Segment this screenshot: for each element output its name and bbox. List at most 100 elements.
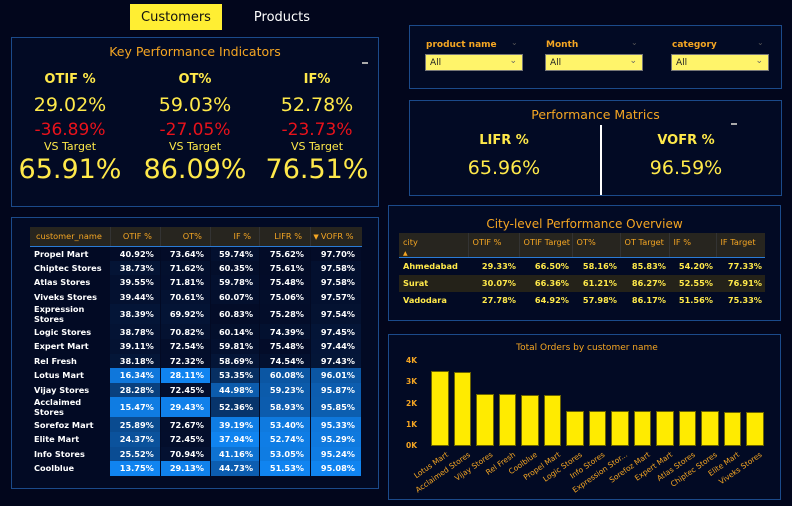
table-row[interactable]: Rel Fresh 38.18% 72.32% 58.69% 74.54% 97.43% [30,353,362,369]
minimize-icon[interactable] [362,62,368,64]
column-header-ot-target[interactable]: OT Target [620,233,670,258]
value-cell: 58.93% [259,397,312,418]
table-row[interactable]: Chiptec Stores 38.73% 71.62% 60.35% 75.61% 97… [30,260,362,276]
product-name-value: All [430,57,442,68]
tab-customers[interactable]: Customers [130,4,222,30]
value-cell: 69.92% [160,304,211,325]
column-header-otif[interactable]: OTIF % [468,233,520,258]
kpi-lifr: LIFR % 65.96% [444,133,564,179]
value-cell: 97.57% [310,289,362,305]
bar-rel-fresh[interactable] [498,394,517,446]
customer-name-cell: Info Stores [30,446,111,462]
column-header-otif[interactable]: OTIF % [110,227,161,247]
value-cell: 30.07% [468,274,519,292]
value-cell: 97.45% [310,324,362,339]
value-cell: 51.56% [678,295,713,305]
bar-propel-mart[interactable] [543,395,562,446]
value-cell: 41.16% [210,446,261,462]
value-cell: 72.45% [160,431,211,447]
column-header-customer-name[interactable]: customer_name [30,227,111,247]
column-header-vofr[interactable]: ▼ VOFR % [310,227,362,247]
chevron-down-icon[interactable]: ⌄ [631,38,638,47]
table-row[interactable]: Acclaimed Stores 15.47% 29.43% 52.36% 58.93%… [30,397,362,418]
column-header-lifr[interactable]: LIFR % [259,227,312,247]
value-cell: 25.52% [110,446,161,462]
table-row[interactable]: Elite Mart 24.37% 72.45% 37.94% 52.74% 95.29% [30,431,362,447]
kpi-label: VOFR % [657,133,715,148]
value-cell: 53.40% [259,417,312,432]
column-header-if-target[interactable]: IF Target [716,233,765,258]
table-row[interactable]: Viveks Stores 39.44% 70.61% 60.07% 75.06% 97.… [30,289,362,305]
value-cell: 60.08% [259,368,312,383]
performance-panel: Performance Matrics LIFR % 65.96% VOFR %… [409,100,782,196]
column-header-vofr-label: VOFR % [320,231,354,242]
column-header-ot[interactable]: OT% [160,227,211,247]
product-name-dropdown[interactable]: All ⌄ [425,54,523,71]
bar-expression-stor[interactable] [611,411,629,446]
kpi-value: 65.96% [467,157,541,179]
slicer-label-product-name: product name [426,40,497,50]
bar-coolblue[interactable] [521,394,539,446]
value-cell: 57.98% [582,295,617,305]
chevron-down-icon[interactable]: ⌄ [511,38,518,47]
table-row[interactable]: Expert Mart 39.11% 72.54% 59.81% 75.48% 97.44… [30,338,362,354]
value-cell: 85.83% [631,261,666,272]
value-cell: 75.61% [259,260,312,276]
column-header-city[interactable]: city ▲ [399,233,469,258]
bar-info-stores[interactable] [588,411,607,446]
value-cell: 59.78% [210,275,261,290]
value-cell: 75.28% [259,304,312,325]
value-cell: 77.33% [727,261,762,272]
value-cell: 61.21% [572,274,620,292]
table-row[interactable]: Expression Stores 38.39% 69.92% 60.83% 75.28… [30,304,362,325]
table-row[interactable]: Vijay Stores 28.28% 72.45% 44.98% 59.23% 95.8… [30,382,362,398]
bar-expert-mart[interactable] [656,411,674,446]
table-row[interactable]: Sorefoz Mart 25.89% 72.67% 39.19% 53.40% 95.3… [30,417,362,432]
value-cell: 97.58% [310,275,362,290]
table-row[interactable]: Propel Mart 40.92% 73.64% 59.74% 75.62% 97.70… [30,246,362,261]
table-row[interactable]: Lotus Mart 16.34% 28.11% 53.35% 60.08% 96.01% [30,368,362,383]
category-dropdown[interactable]: All ⌄ [671,54,769,71]
city-table-title: City-level Performance Overview [486,217,683,231]
column-header-otif-target[interactable]: OTIF Target [519,233,573,258]
value-cell: 66.50% [534,261,569,272]
value-cell: 96.01% [310,368,362,383]
table-row[interactable]: Vadodara 27.78% 64.92% 57.98% 86.17% 51.56% 75… [399,292,765,309]
table-row[interactable]: Logic Stores 38.78% 70.82% 60.14% 74.39% 97.4… [30,324,362,339]
month-dropdown[interactable]: All ⌄ [545,54,643,71]
column-header-if[interactable]: IF % [210,227,261,247]
value-cell: 75.33% [727,295,762,305]
kpi-delta: -23.73% [281,120,353,140]
bar-chiptec-stores[interactable] [701,411,719,446]
bar-lotus-mart[interactable] [431,370,449,446]
chevron-down-icon[interactable]: ⌄ [757,38,764,47]
table-row[interactable]: Coolblue 13.75% 29.13% 44.73% 51.53% 95.08% [30,461,362,476]
customer-name-cell: Rel Fresh [30,353,111,369]
table-row[interactable]: Atlas Stores 39.55% 71.81% 59.78% 75.48% 97.5… [30,275,362,290]
kpi-if: IF% 52.78% -23.73% VS Target 76.51% [257,72,377,185]
bar-sorefoz-mart[interactable] [633,411,652,446]
table-row[interactable]: Info Stores 25.52% 70.94% 41.16% 53.05% 95.24… [30,446,362,462]
value-cell: 29.13% [160,461,211,476]
value-cell: 16.34% [110,368,161,383]
table-row[interactable]: Ahmedabad 29.33% 66.50% 58.16% 85.83% 54.20% 7… [399,258,765,275]
value-cell: 97.58% [310,260,362,276]
column-header-ot[interactable]: OT% [572,233,621,258]
bar-elite-mart[interactable] [723,411,742,446]
bar-acclaimed-stores[interactable] [453,372,472,446]
value-cell: 24.37% [110,431,161,447]
table-header-row: city ▲ OTIF % OTIF Target OT% OT Target I… [399,233,765,258]
column-header-if[interactable]: IF % [669,233,717,258]
kpi-otif: OTIF % 29.02% -36.89% VS Target 65.91% [10,72,130,185]
slicer-label-month: Month [546,40,579,50]
bar-viveks-stores[interactable] [746,411,764,446]
minimize-icon[interactable] [731,123,737,125]
table-row[interactable]: Surat 30.07% 66.36% 61.21% 86.27% 52.55% 76.91… [399,274,765,292]
city-table-panel: City-level Performance Overview [388,205,781,321]
city-name-cell: Vadodara [403,295,447,305]
bar-atlas-stores[interactable] [678,411,697,446]
chevron-down-icon: ⌄ [629,56,637,66]
tab-products[interactable]: Products [253,9,311,25]
bar-vijay-stores[interactable] [476,394,494,446]
bar-logic-stores[interactable] [566,410,584,446]
